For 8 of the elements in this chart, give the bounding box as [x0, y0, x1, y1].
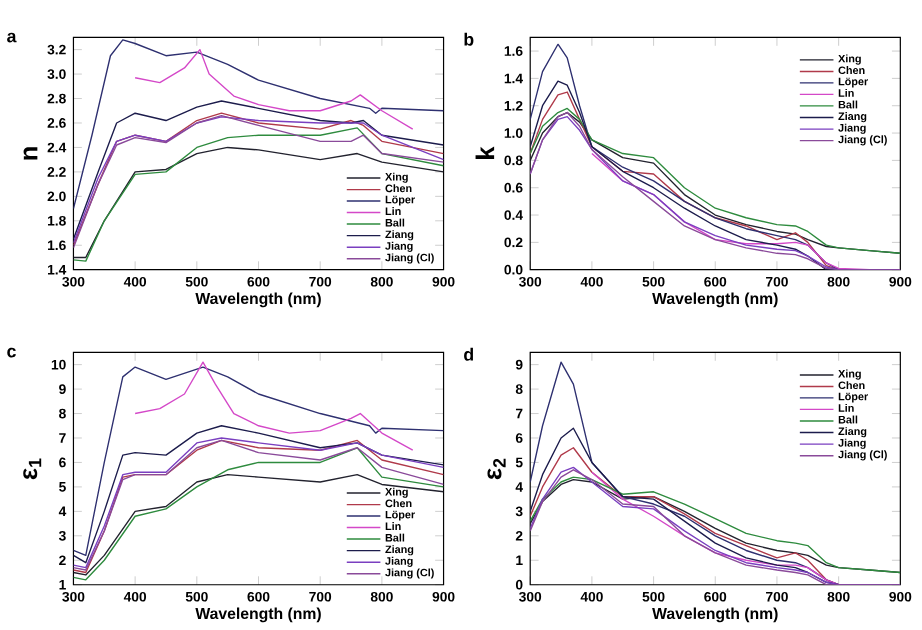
chart-title: b	[464, 32, 474, 46]
chart-title: c	[7, 347, 16, 358]
chart-title: d	[464, 347, 473, 361]
chart-title: a	[7, 32, 17, 43]
y-axis-title: k	[475, 146, 495, 159]
y-axis-title: ε$_{2}$	[487, 458, 506, 480]
y-axis-title: n	[23, 147, 38, 160]
y-axis-title: ε$_{1}$	[23, 458, 42, 480]
